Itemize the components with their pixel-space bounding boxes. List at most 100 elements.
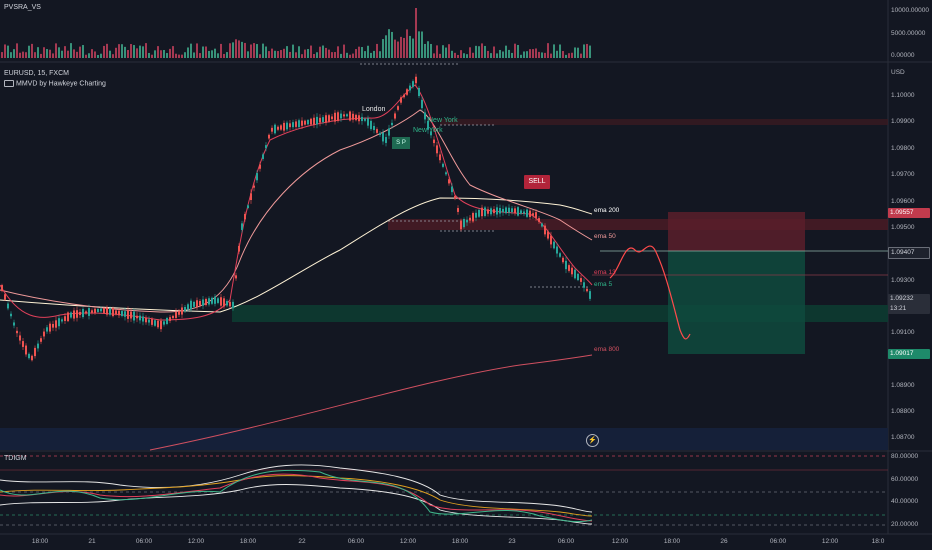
projection-path[interactable] <box>609 245 691 340</box>
volume-bar <box>289 51 291 58</box>
volume-bar <box>274 50 276 58</box>
time-tick: 18:00 <box>451 538 469 545</box>
volume-bar <box>445 47 447 58</box>
candle-body <box>520 210 522 214</box>
volume-bar <box>34 52 36 58</box>
candle-body <box>475 212 477 218</box>
volume-bar <box>358 46 360 58</box>
candle-body <box>196 300 198 308</box>
volume-bar <box>361 47 363 58</box>
volume-bar <box>466 54 468 58</box>
candle-body <box>502 208 504 213</box>
volume-bar <box>346 52 348 58</box>
price-y-tick: 1.08800 <box>891 408 915 415</box>
session-box[interactable]: S P <box>392 137 410 149</box>
volume-bar <box>79 46 81 58</box>
price-y-tick: 1.09700 <box>891 171 915 178</box>
candle-body <box>109 308 111 315</box>
volume-bar <box>334 52 336 58</box>
volume-bar <box>364 51 366 58</box>
volume-bar <box>541 52 543 58</box>
candle-body <box>292 122 294 128</box>
candle-body <box>406 89 408 95</box>
current-price: 1.09232 <box>890 295 914 302</box>
indicator-eye-icon[interactable] <box>4 80 14 87</box>
candle-body <box>397 106 399 110</box>
volume-bar <box>187 47 189 58</box>
candle-body <box>574 269 576 279</box>
candle-body <box>61 319 63 322</box>
volume-bar <box>160 50 162 58</box>
volume-bar <box>538 51 540 58</box>
candle-body <box>451 186 453 193</box>
candle-body <box>430 131 432 136</box>
candle-body <box>364 118 366 121</box>
indicator-title[interactable]: MMVD by Hawkeye Charting <box>4 80 106 87</box>
candle-body <box>427 120 429 130</box>
candle-body <box>568 265 570 271</box>
volume-bar <box>454 52 456 58</box>
volume-bar <box>154 50 156 58</box>
volume-bar <box>139 45 141 58</box>
volume-bar <box>67 50 69 58</box>
tdi-panel-title[interactable]: TDIGM <box>4 455 27 462</box>
candle-body <box>268 134 270 139</box>
candle-body <box>244 213 246 220</box>
volume-bar <box>376 43 378 58</box>
stop-price-tag: 1.09557 <box>888 208 930 218</box>
stop-loss-zone[interactable] <box>668 212 805 251</box>
candle-body <box>448 179 450 184</box>
volume-bar <box>148 52 150 58</box>
candle-body <box>235 275 237 279</box>
volume-bar <box>520 54 522 58</box>
candle-body <box>301 120 303 126</box>
volume-bar <box>244 42 246 58</box>
candle-body <box>529 210 531 217</box>
volume-bar <box>214 48 216 58</box>
volume-bar <box>166 53 168 58</box>
volume-bar <box>337 46 339 58</box>
price-y-tick: 1.09300 <box>891 277 915 284</box>
volume-bar <box>271 48 273 58</box>
candle-body <box>193 301 195 307</box>
candle-body <box>334 112 336 122</box>
volume-bar <box>448 44 450 58</box>
candle-body <box>7 303 9 309</box>
candle-body <box>229 301 231 307</box>
candle-body <box>508 207 510 213</box>
candle-body <box>340 113 342 119</box>
candle-body <box>43 331 45 337</box>
symbol-title[interactable]: EURUSD, 15, FXCM <box>4 70 69 77</box>
volume-bar <box>205 46 207 58</box>
volume-bar <box>580 53 582 58</box>
volume-bar <box>385 35 387 58</box>
candle-body <box>403 94 405 98</box>
volume-bar <box>475 45 477 58</box>
candle-body <box>76 310 78 318</box>
candle-body <box>256 173 258 181</box>
volume-bars-group <box>1 8 591 58</box>
candle-body <box>46 327 48 332</box>
volume-bar <box>292 44 294 58</box>
volume-bar <box>409 35 411 58</box>
candle-body <box>238 245 240 252</box>
volume-panel-title[interactable]: PVSRA_VS <box>4 4 41 11</box>
volume-bar <box>151 54 153 58</box>
candle-body <box>463 218 465 228</box>
volume-bar <box>184 52 186 58</box>
volume-bar <box>373 50 375 58</box>
candle-body <box>52 323 54 328</box>
candle-body <box>124 311 126 317</box>
tdi-signal-line <box>0 473 593 522</box>
candle-body <box>385 137 387 143</box>
sell-signal-badge[interactable]: SELL <box>524 175 550 189</box>
lightning-icon[interactable]: ⚡ <box>586 434 599 447</box>
candle-body <box>217 298 219 303</box>
time-tick: 06:00 <box>347 538 365 545</box>
volume-bar <box>556 50 558 58</box>
take-profit-zone[interactable] <box>668 251 805 354</box>
candle-body <box>505 207 507 214</box>
volume-bar <box>37 47 39 58</box>
volume-bar <box>64 46 66 58</box>
